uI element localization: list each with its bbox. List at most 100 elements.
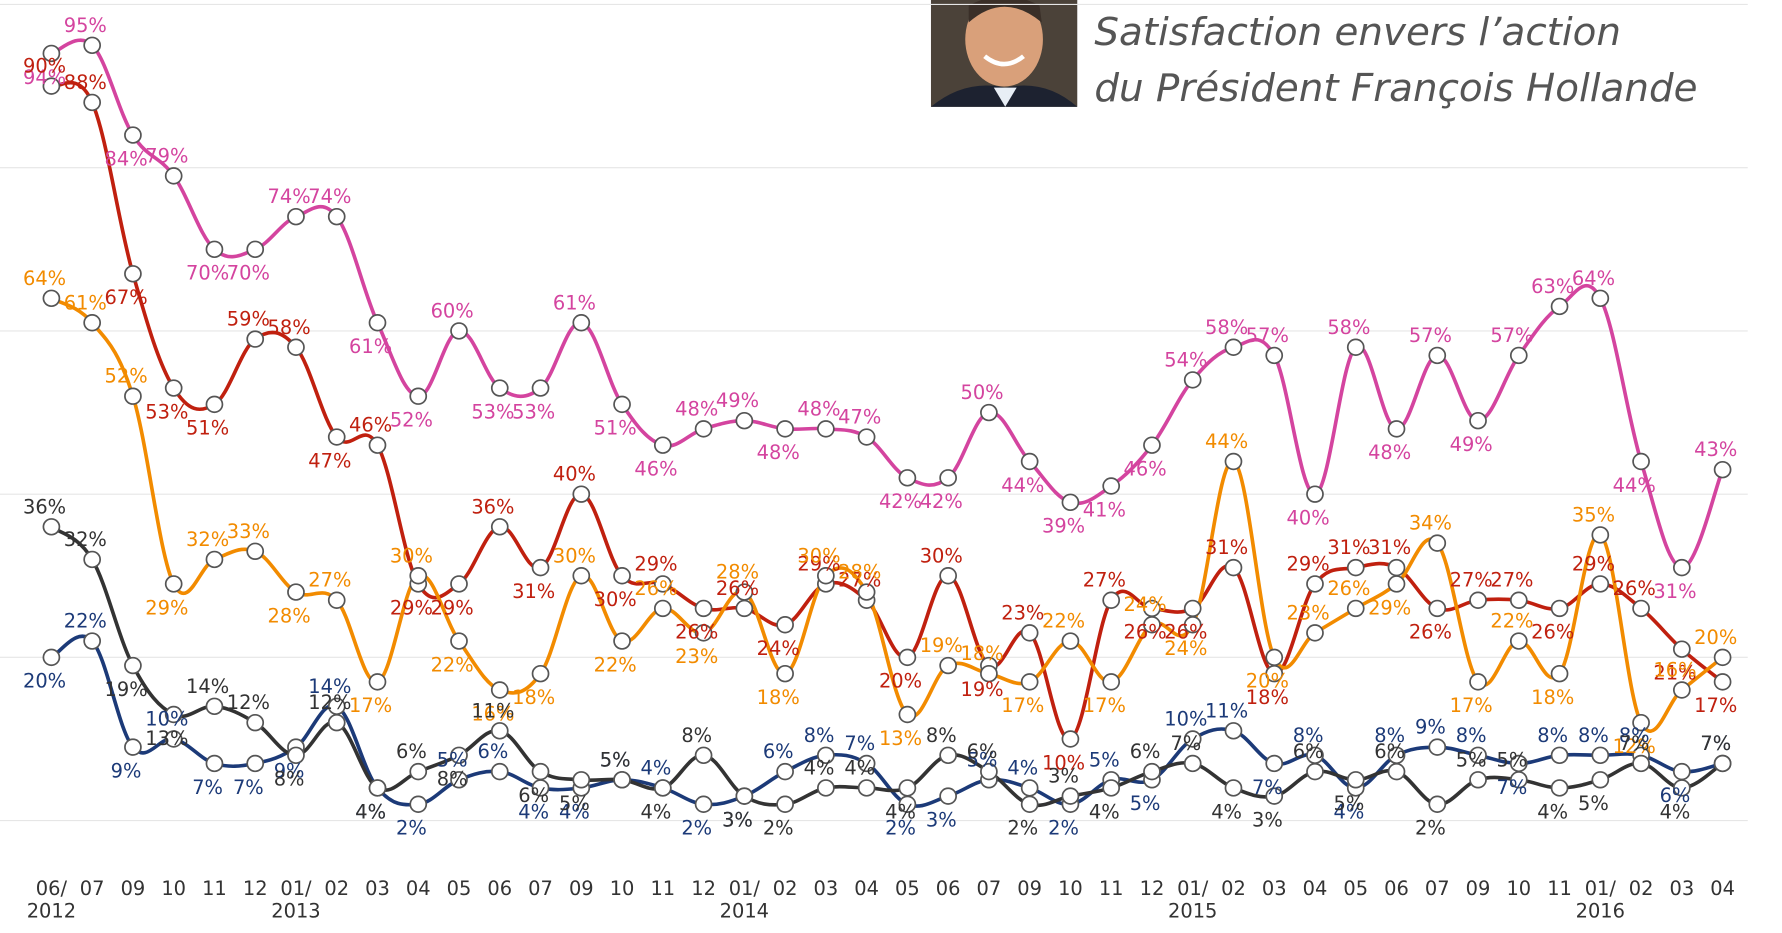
x-tick-label: 12 [691, 877, 716, 900]
point-marker [653, 779, 672, 797]
data-label: 24% [757, 637, 800, 660]
data-label: 18% [512, 686, 555, 709]
data-label: 64% [23, 267, 66, 290]
data-label: 18% [757, 686, 800, 709]
data-label: 31% [512, 580, 555, 603]
data-label: 35% [1572, 504, 1615, 527]
point-marker [1591, 289, 1610, 308]
x-tick-label: 04 [406, 877, 431, 900]
point-marker [1509, 346, 1528, 365]
point-marker [857, 428, 876, 446]
point-marker [572, 771, 591, 789]
point-marker [450, 632, 468, 650]
point-marker [653, 436, 672, 454]
data-label: 26% [1124, 621, 1167, 644]
point-marker [1306, 624, 1324, 642]
point-marker [1346, 338, 1365, 356]
point-marker [1428, 599, 1447, 618]
data-label: 57% [1409, 324, 1452, 347]
data-label: 6% [763, 740, 794, 763]
point-marker [1102, 477, 1121, 495]
data-label: 6% [967, 740, 998, 763]
x-tick-label: 03 [365, 877, 390, 900]
data-label: 29% [1287, 553, 1330, 576]
data-label: 32% [186, 528, 229, 551]
point-marker [776, 664, 794, 683]
point-marker [1224, 558, 1243, 577]
data-label: 6% [396, 740, 427, 763]
point-marker [1020, 624, 1039, 642]
point-marker [327, 713, 346, 732]
point-marker [1672, 681, 1691, 699]
data-label: 4% [1334, 800, 1365, 823]
data-label: 29% [390, 596, 433, 619]
point-marker [368, 436, 387, 454]
point-marker [1713, 754, 1732, 773]
data-label: 22% [1490, 610, 1533, 633]
data-label: 4% [1660, 800, 1691, 823]
data-label: 30% [390, 544, 433, 567]
data-label: 22% [594, 654, 637, 677]
point-marker [1591, 575, 1610, 593]
point-marker [246, 754, 265, 773]
x-tick-label: 09 [1017, 877, 1042, 900]
x-tick-label: 04 [1303, 877, 1328, 900]
data-label: 8% [274, 768, 305, 791]
point-marker [613, 632, 631, 650]
point-marker [776, 616, 794, 634]
point-marker [1713, 648, 1732, 667]
point-marker [1183, 754, 1202, 773]
data-label: 30% [594, 588, 637, 611]
point-marker [572, 567, 591, 585]
data-label: 9% [111, 760, 142, 783]
point-marker [1143, 762, 1161, 781]
point-marker [735, 787, 754, 805]
point-marker [776, 762, 794, 781]
data-label: 5% [559, 792, 590, 815]
x-tick-label: 10 [161, 877, 186, 900]
data-label: 29% [634, 553, 677, 576]
point-marker [1306, 762, 1324, 781]
point-marker [327, 428, 346, 446]
data-label: 49% [716, 389, 759, 412]
data-label: 19% [105, 678, 148, 701]
data-label: 44% [1613, 474, 1656, 497]
x-tick-label: 04 [1710, 877, 1735, 900]
point-marker [1509, 771, 1528, 789]
x-tick-label: 09 [569, 877, 594, 900]
data-label: 30% [797, 544, 840, 567]
data-label: 27% [1083, 569, 1126, 592]
point-marker [939, 787, 957, 805]
data-label: 44% [1205, 430, 1248, 453]
point-marker [1306, 575, 1324, 593]
data-label: 31% [1653, 580, 1696, 603]
data-label: 61% [64, 291, 107, 314]
point-marker [1143, 436, 1161, 454]
data-label: 58% [268, 316, 311, 339]
data-label: 7% [1170, 732, 1201, 755]
data-label: 41% [1083, 498, 1126, 521]
point-marker [124, 265, 142, 283]
point-marker [735, 583, 754, 601]
point-marker [42, 44, 61, 63]
point-marker [205, 754, 224, 773]
point-marker [1550, 664, 1569, 683]
point-marker [1713, 460, 1732, 479]
point-marker [368, 314, 387, 332]
data-label: 29% [797, 553, 840, 576]
x-tick-label: 07 [528, 877, 553, 900]
point-marker [1061, 730, 1080, 748]
data-label: 5% [1497, 748, 1528, 771]
data-label: 53% [471, 401, 514, 424]
data-label: 28% [268, 605, 311, 628]
point-marker [1387, 762, 1406, 781]
data-label: 26% [1613, 577, 1656, 600]
point-marker [124, 126, 142, 144]
point-marker [409, 795, 428, 813]
data-label: 74% [308, 185, 351, 208]
point-marker [898, 779, 917, 797]
data-label: 33% [227, 520, 270, 543]
data-label: 9% [274, 760, 305, 783]
data-label: 11% [1205, 699, 1248, 722]
point-marker [1306, 485, 1324, 503]
